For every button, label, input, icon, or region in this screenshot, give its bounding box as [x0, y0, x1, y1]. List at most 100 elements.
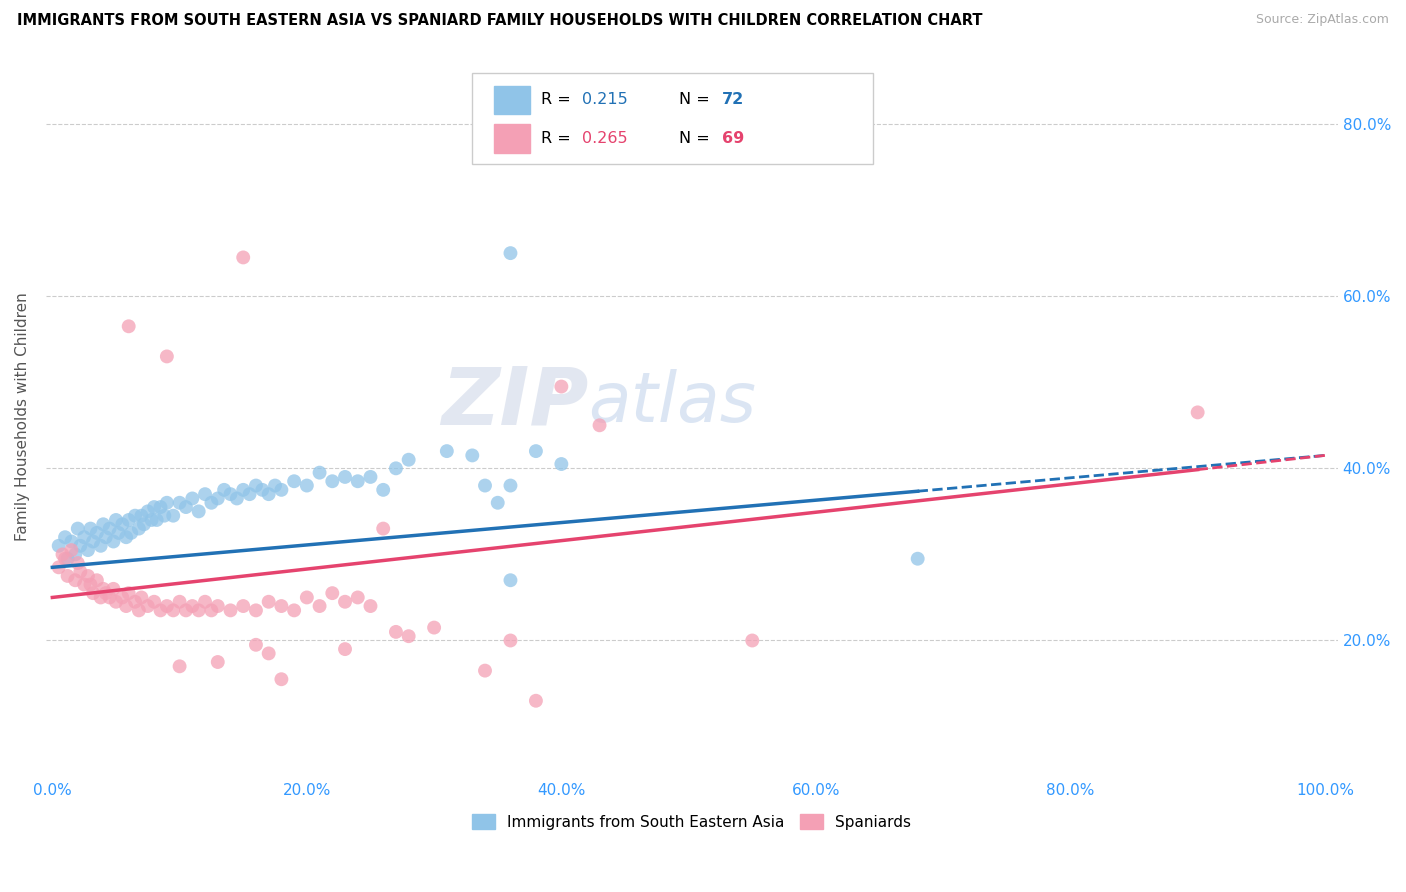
Point [115, 599, 138, 613]
Point [588, 418, 610, 433]
Point [90, 539, 112, 553]
Point [436, 444, 458, 458]
Text: N =: N = [679, 131, 714, 145]
Point [82, 586, 104, 600]
Point [333, 642, 356, 657]
Point [162, 603, 184, 617]
Point [232, 483, 254, 497]
Point [79, 522, 101, 536]
Point [321, 475, 343, 489]
Point [174, 603, 197, 617]
Point [181, 491, 204, 506]
Point [257, 487, 280, 501]
Point [156, 496, 179, 510]
Point [270, 672, 292, 686]
Point [200, 496, 222, 510]
Point [143, 595, 166, 609]
Point [295, 478, 318, 492]
Point [156, 599, 179, 613]
Point [239, 487, 262, 501]
Point [194, 595, 217, 609]
Point [295, 591, 318, 605]
Point [398, 452, 420, 467]
Point [499, 246, 522, 260]
Point [124, 508, 146, 523]
Point [65, 573, 87, 587]
Point [90, 591, 112, 605]
Point [124, 595, 146, 609]
Point [94, 530, 117, 544]
Point [128, 603, 150, 617]
Point [73, 530, 96, 544]
FancyBboxPatch shape [472, 73, 873, 163]
Point [225, 491, 247, 506]
Point [461, 449, 484, 463]
Point [333, 595, 356, 609]
Point [359, 470, 381, 484]
Point [474, 478, 496, 492]
Point [98, 522, 121, 536]
Point [257, 595, 280, 609]
Point [60, 543, 83, 558]
Point [499, 633, 522, 648]
Point [245, 638, 267, 652]
Point [143, 500, 166, 514]
Point [69, 565, 91, 579]
Point [131, 591, 153, 605]
Point [73, 577, 96, 591]
Point [907, 551, 929, 566]
Point [245, 603, 267, 617]
Point [499, 573, 522, 587]
Point [169, 496, 191, 510]
Point [51, 548, 73, 562]
Point [69, 539, 91, 553]
Point [169, 595, 191, 609]
Point [66, 556, 89, 570]
Point [283, 475, 305, 489]
Point [385, 624, 408, 639]
Point [132, 517, 155, 532]
Point [245, 478, 267, 492]
Point [194, 487, 217, 501]
Point [474, 664, 496, 678]
Point [118, 586, 141, 600]
Point [423, 621, 446, 635]
Point [111, 591, 134, 605]
Bar [494, 124, 530, 153]
Point [94, 586, 117, 600]
Point [153, 508, 176, 523]
Text: R =: R = [541, 131, 575, 145]
Point [1187, 405, 1209, 419]
Point [207, 491, 229, 506]
Point [219, 487, 242, 501]
Point [79, 577, 101, 591]
Point [149, 500, 172, 514]
Point [308, 599, 330, 613]
Point [145, 513, 167, 527]
Point [56, 551, 79, 566]
Point [136, 599, 159, 613]
Point [270, 599, 292, 613]
Point [207, 599, 229, 613]
Point [131, 508, 153, 523]
Point [359, 599, 381, 613]
Point [486, 496, 509, 510]
Point [53, 530, 76, 544]
Text: Source: ZipAtlas.com: Source: ZipAtlas.com [1256, 13, 1389, 27]
Point [219, 603, 242, 617]
Point [524, 694, 547, 708]
Point [346, 475, 368, 489]
Point [66, 522, 89, 536]
Text: IMMIGRANTS FROM SOUTH EASTERN ASIA VS SPANIARD FAMILY HOUSEHOLDS WITH CHILDREN C: IMMIGRANTS FROM SOUTH EASTERN ASIA VS SP… [17, 13, 983, 29]
Point [257, 647, 280, 661]
Point [207, 655, 229, 669]
Bar [494, 86, 530, 114]
Point [212, 483, 235, 497]
Point [524, 444, 547, 458]
Point [264, 478, 287, 492]
Point [65, 548, 87, 562]
Point [56, 569, 79, 583]
Point [187, 603, 209, 617]
Point [232, 599, 254, 613]
Text: ZIP: ZIP [441, 363, 589, 442]
